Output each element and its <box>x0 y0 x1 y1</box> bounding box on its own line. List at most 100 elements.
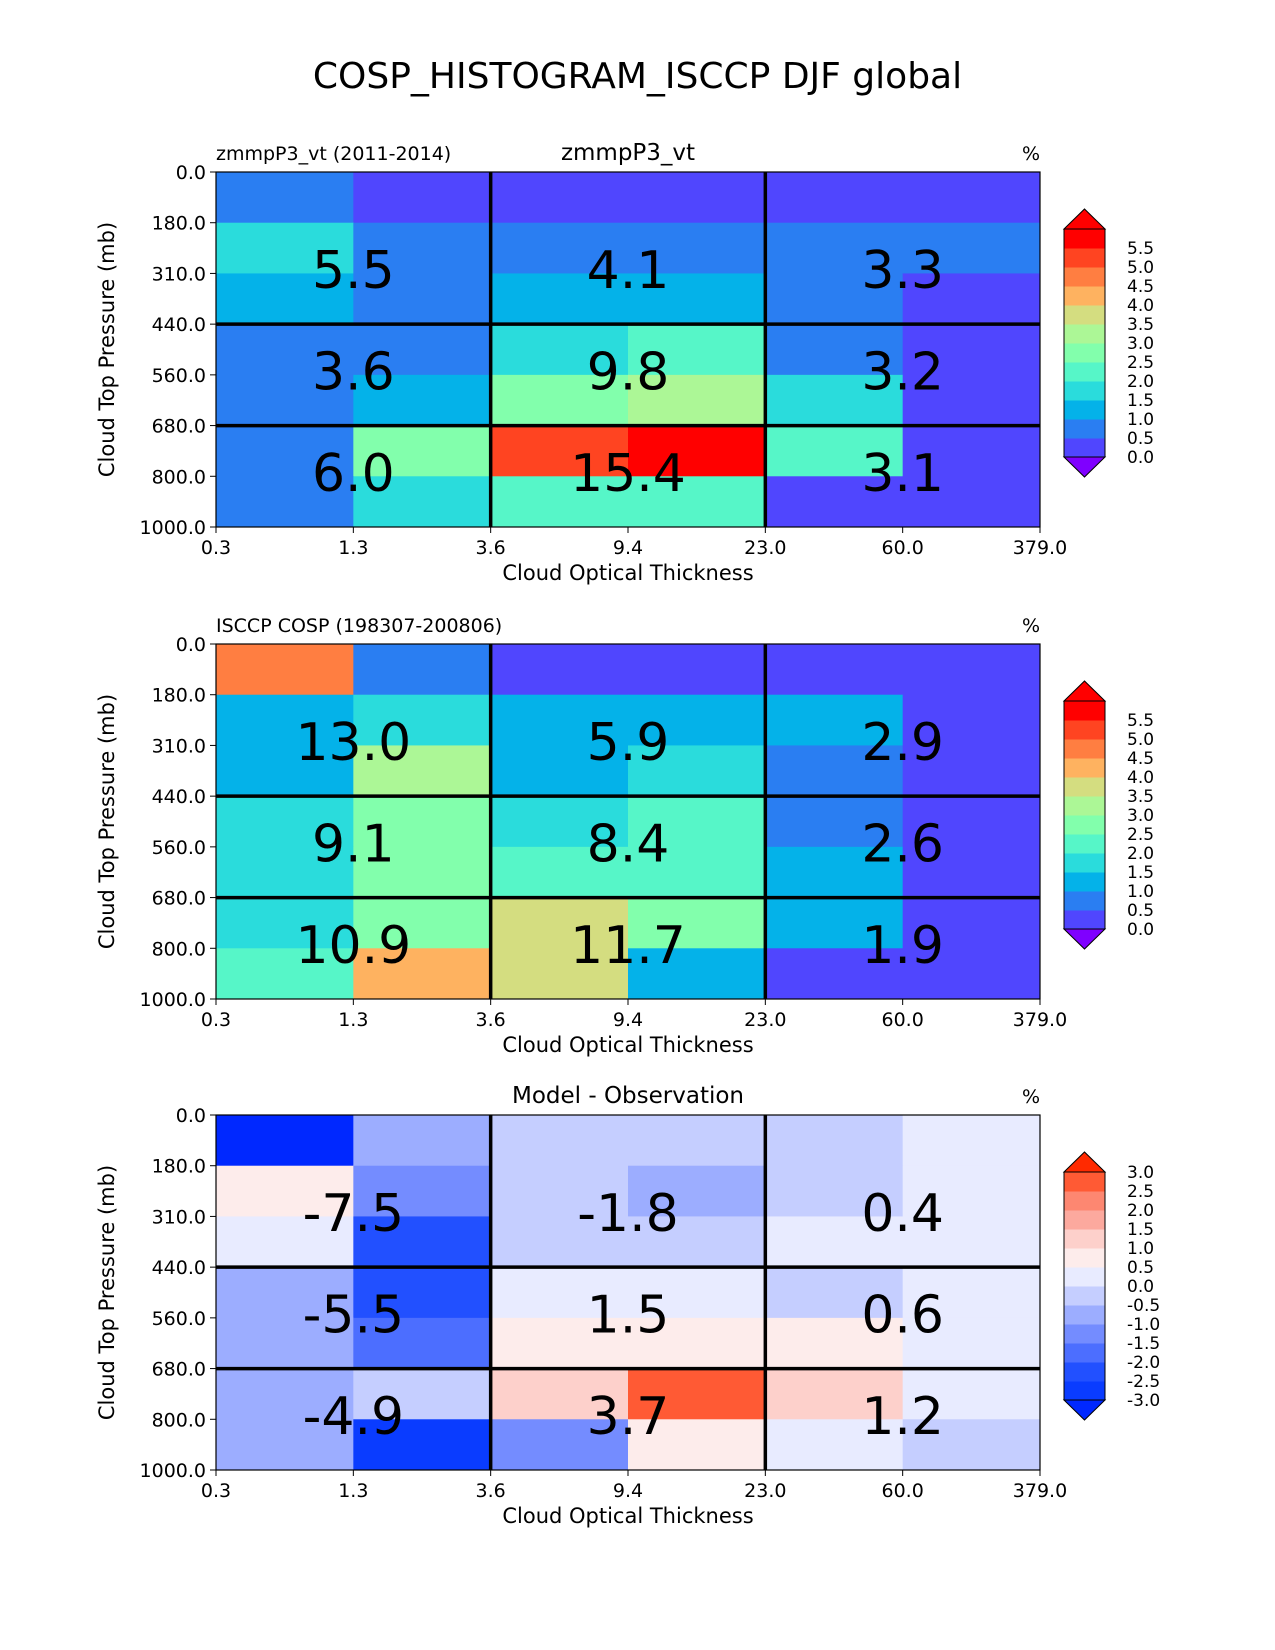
heatmap-cell <box>628 644 766 696</box>
heatmap-cell <box>765 1267 904 1319</box>
heatmap-cell <box>490 476 629 528</box>
heatmap-cell <box>765 694 904 746</box>
colorbar-segment <box>1064 248 1105 268</box>
group-total-label: 6.0 <box>312 444 395 504</box>
x-axis-label: Cloud Optical Thickness <box>502 561 753 585</box>
colorbar-tick-label: 4.0 <box>1127 768 1154 788</box>
x-tick-label: 60.0 <box>882 537 924 559</box>
x-tick-label: 23.0 <box>744 537 786 559</box>
heatmap-cell <box>902 796 1041 848</box>
heatmap-cell <box>765 1419 904 1471</box>
heatmap-cell <box>490 1368 629 1420</box>
heatmap-cell <box>628 1267 766 1319</box>
colorbar-tick-label: 0.0 <box>1127 920 1154 940</box>
x-tick-label: 3.6 <box>476 1480 506 1502</box>
colorbar-segment <box>1064 1343 1105 1363</box>
heatmap-cell <box>490 1317 629 1370</box>
heatmap-cell <box>902 694 1041 746</box>
y-tick-label: 0.0 <box>176 634 206 656</box>
colorbar-under-arrow <box>1062 928 1107 950</box>
colorbar-tick-label: 0.0 <box>1127 448 1154 468</box>
group-total-label: 9.1 <box>312 814 395 874</box>
heatmap-cell <box>902 1267 1041 1319</box>
x-tick-label: 3.6 <box>476 537 506 559</box>
heatmap-cell <box>902 425 1041 477</box>
group-total-label: 1.9 <box>861 916 944 976</box>
heatmap-cell <box>353 948 492 1000</box>
heatmap-cell <box>216 897 354 949</box>
group-total-label: 11.7 <box>570 916 686 976</box>
heatmap-cell <box>628 796 766 848</box>
heatmap-cell <box>353 694 492 746</box>
colorbar-tick-label: 1.5 <box>1127 863 1154 883</box>
x-tick-label: 23.0 <box>744 1480 786 1502</box>
heatmap-cell <box>216 172 354 224</box>
colorbar-tick-label: 2.5 <box>1127 353 1154 373</box>
heatmap-cell <box>490 1419 629 1471</box>
heatmap-cell <box>216 324 354 376</box>
colorbar-frame <box>1063 228 1106 458</box>
heatmap-panel-1: 5.5 4.1 3.3 3.6 9.8 3.2 6.0 15.4 3.1 0.3 1.3 3.6 9.4… <box>95 140 1154 585</box>
heatmap-cell <box>216 476 354 528</box>
heatmap-cell <box>353 1267 492 1319</box>
group-total-label: 0.4 <box>861 1184 944 1244</box>
panel-left-title: zmmpP3_vt (2011-2014) <box>216 143 451 165</box>
y-tick-label: 440.0 <box>152 1257 206 1279</box>
colorbar-segment <box>1064 229 1105 249</box>
colorbar-tick-label: -1.5 <box>1127 1334 1160 1354</box>
heatmap-cell <box>902 745 1041 797</box>
heatmap-cell <box>765 273 904 325</box>
panel-center-title: zmmpP3_vt <box>561 140 695 166</box>
colorbar-segment <box>1064 1324 1105 1344</box>
colorbar-under-arrow <box>1062 456 1107 478</box>
heatmap-cell <box>902 1368 1041 1420</box>
heatmap-cell <box>902 172 1041 224</box>
colorbar-segment <box>1064 720 1105 740</box>
colorbar-segment <box>1064 438 1105 458</box>
y-tick-label: 440.0 <box>152 786 206 808</box>
colorbar-tick-label: 5.5 <box>1127 711 1154 731</box>
heatmap-cell <box>353 796 492 848</box>
heatmap-cell <box>216 273 354 325</box>
heatmap-cell <box>216 745 354 797</box>
x-tick-label: 379.0 <box>1013 537 1067 559</box>
colorbar-tick-label: -3.0 <box>1127 1391 1160 1411</box>
heatmap-cell <box>902 273 1041 325</box>
colorbar-segment <box>1064 1305 1105 1325</box>
colorbar: -3.0-2.5-2.0-1.5-1.0-0.50.00.51.01.52.02… <box>1062 1151 1160 1421</box>
colorbar-segment <box>1064 324 1105 344</box>
heatmap-cell <box>765 1216 904 1268</box>
group-total-label: 5.9 <box>587 713 670 773</box>
units-label: % <box>1022 1086 1040 1108</box>
heatmap-cell <box>902 324 1041 376</box>
heatmap-cell <box>216 796 354 848</box>
x-tick-label: 1.3 <box>338 1480 368 1502</box>
y-tick-label: 800.0 <box>152 938 206 960</box>
heatmap-cell <box>216 1267 354 1319</box>
colorbar-segment <box>1064 853 1105 873</box>
colorbar-segment <box>1064 777 1105 797</box>
heatmap-cell <box>628 897 766 949</box>
heatmap-cell <box>628 374 766 427</box>
heatmap-cell <box>216 222 354 274</box>
heatmap-cell <box>353 1165 492 1217</box>
group-total-label: 0.6 <box>861 1285 944 1345</box>
heatmap-cell <box>216 374 354 427</box>
heatmap-cell <box>628 1216 766 1268</box>
colorbar-tick-label: 1.0 <box>1127 410 1154 430</box>
y-tick-label: 1000.0 <box>140 517 206 539</box>
heatmap-cell <box>353 897 492 949</box>
heatmap-cell <box>628 324 766 376</box>
colorbar-segment <box>1064 1172 1105 1192</box>
heatmap-cell <box>765 374 904 427</box>
x-tick-label: 1.3 <box>338 537 368 559</box>
y-tick-label: 440.0 <box>152 314 206 336</box>
heatmap-cell <box>216 644 354 696</box>
colorbar-over-arrow <box>1062 208 1107 230</box>
group-total-label: 3.1 <box>861 444 944 504</box>
heatmap-cell <box>628 846 766 899</box>
heatmap-cell <box>765 1165 904 1217</box>
colorbar-tick-label: -0.5 <box>1127 1296 1160 1316</box>
x-tick-label: 23.0 <box>744 1009 786 1031</box>
heatmap-cell <box>490 897 629 949</box>
